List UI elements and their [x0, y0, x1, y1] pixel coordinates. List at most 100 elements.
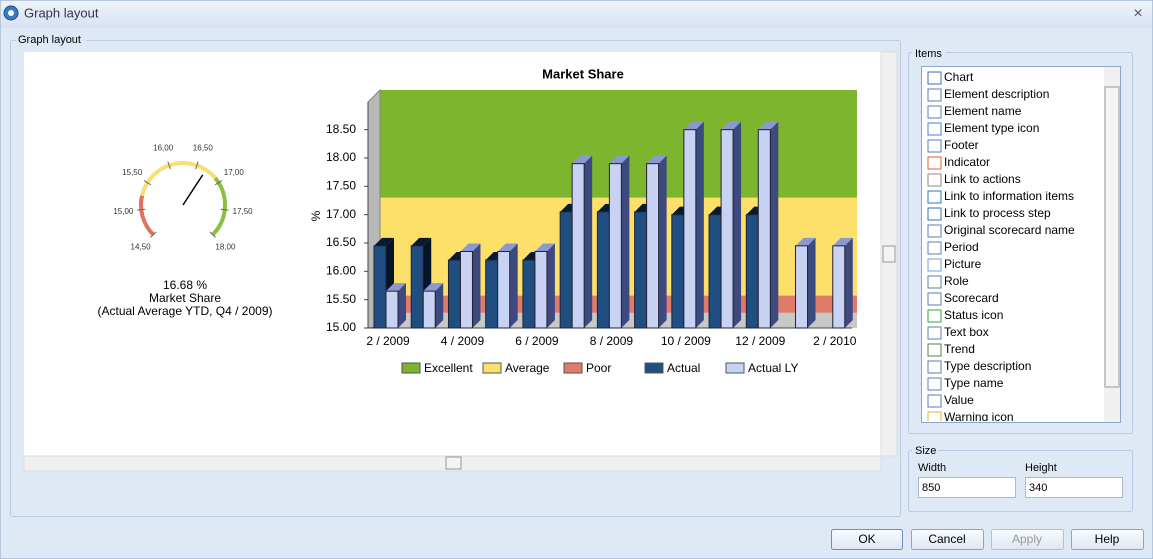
group-title-bg	[16, 34, 86, 46]
apply-button[interactable]	[991, 529, 1064, 550]
item-label[interactable]: Link to information items	[944, 189, 1074, 203]
items-title-bg	[912, 47, 946, 59]
h-scroll-thumb[interactable]	[445, 456, 462, 470]
bar	[534, 251, 548, 329]
bar-top	[832, 237, 853, 246]
bar	[596, 211, 610, 329]
bar	[795, 245, 809, 329]
item-label[interactable]: Status icon	[944, 308, 1003, 322]
item-label[interactable]: Indicator	[944, 155, 990, 169]
item-label[interactable]: Element description	[944, 87, 1049, 101]
bar	[757, 129, 771, 329]
x-tick-label: 2 / 2009	[366, 334, 410, 348]
item-icon	[927, 275, 942, 289]
items-group	[908, 52, 1133, 434]
legend-label: Excellent	[424, 361, 473, 375]
bar	[373, 245, 387, 329]
y-tick-label: 17.00	[326, 207, 356, 221]
items-title: Items	[915, 48, 942, 60]
y-axis-label: %	[309, 210, 323, 221]
gauge-tick-label: 14,50	[131, 243, 152, 252]
item-label[interactable]: Type description	[944, 359, 1031, 373]
window-title: Graph layout	[24, 5, 99, 20]
bar-side	[733, 121, 742, 329]
item-label[interactable]: Role	[944, 274, 969, 288]
gauge-tick-label: 15,00	[113, 207, 134, 216]
bar	[422, 290, 436, 329]
x-tick-label: 2 / 2010	[813, 334, 857, 348]
chart-title: Market Share	[542, 66, 624, 81]
height-input[interactable]	[1025, 477, 1123, 498]
help-button[interactable]	[1071, 529, 1144, 550]
item-label[interactable]: Element name	[944, 104, 1022, 118]
bar	[708, 214, 722, 329]
gauge-caption: Market Share	[149, 291, 221, 305]
legend-label: Average	[505, 361, 550, 375]
height-value[interactable]: 340	[1029, 482, 1047, 494]
bar-top	[572, 155, 593, 164]
ok-label[interactable]: OK	[858, 532, 875, 546]
gauge-tick	[220, 208, 229, 211]
items-list[interactable]	[921, 66, 1121, 423]
v-scroll-thumb[interactable]	[882, 245, 896, 263]
list-scroll-thumb[interactable]	[1104, 86, 1120, 388]
gauge-tick	[209, 231, 216, 238]
y-tick-label: 15.50	[326, 292, 356, 306]
bar	[608, 163, 622, 329]
gauge-needle	[182, 174, 204, 206]
help-label[interactable]: Help	[1095, 532, 1120, 546]
y-tick-label: 18.50	[326, 122, 356, 136]
item-label[interactable]: Original scorecard name	[944, 223, 1075, 237]
item-icon	[927, 241, 942, 255]
bar-side	[844, 237, 853, 328]
bar-top	[609, 155, 630, 164]
item-label[interactable]: Chart	[944, 70, 974, 84]
cancel-button[interactable]	[911, 529, 984, 550]
items-entries: Chart Element description Element name Elem…	[927, 70, 1075, 424]
item-label[interactable]: Scorecard	[944, 291, 999, 305]
legend-swatch	[401, 362, 421, 374]
item-label[interactable]: Picture	[944, 257, 982, 271]
item-label[interactable]: Warning icon	[944, 410, 1014, 424]
bar-side	[509, 243, 518, 328]
item-label[interactable]: Footer	[944, 138, 979, 152]
bar-side	[695, 121, 704, 329]
gauge-range	[211, 176, 227, 237]
size-title: Size	[915, 445, 936, 457]
gauge-tick-label: 16,00	[153, 143, 174, 152]
gauge-tick	[195, 161, 199, 170]
width-label: Width	[918, 462, 946, 474]
width-input[interactable]	[918, 477, 1016, 498]
item-label[interactable]: Trend	[944, 342, 975, 356]
bar	[459, 251, 473, 329]
bar-side	[658, 155, 667, 328]
item-label[interactable]: Link to process step	[944, 206, 1051, 220]
bar-side	[435, 283, 444, 328]
title-bar	[1, 1, 1152, 28]
item-label[interactable]: Text box	[944, 325, 989, 339]
apply-label[interactable]: Apply	[1012, 532, 1042, 546]
item-icon	[927, 360, 942, 374]
cancel-label[interactable]: Cancel	[928, 532, 965, 546]
bar	[571, 163, 585, 329]
width-value[interactable]: 850	[922, 482, 940, 494]
item-label[interactable]: Type name	[944, 376, 1004, 390]
gauge-tick-label: 17,50	[233, 207, 254, 216]
bar-side	[807, 237, 816, 328]
item-icon	[927, 224, 942, 238]
legend-swatch	[644, 362, 664, 374]
item-label[interactable]: Value	[944, 393, 974, 407]
close-button[interactable]: ×	[1133, 5, 1142, 22]
x-tick-label: 10 / 2009	[661, 334, 711, 348]
item-label[interactable]: Link to actions	[944, 172, 1021, 186]
height-label: Height	[1025, 462, 1057, 474]
bar-top	[683, 121, 704, 130]
item-label[interactable]: Element type icon	[944, 121, 1039, 135]
item-label[interactable]: Period	[944, 240, 979, 254]
bar	[745, 214, 759, 329]
ok-button[interactable]	[831, 529, 903, 550]
legend-swatch	[482, 362, 502, 374]
item-icon	[927, 156, 942, 170]
gauge-range	[139, 195, 155, 237]
